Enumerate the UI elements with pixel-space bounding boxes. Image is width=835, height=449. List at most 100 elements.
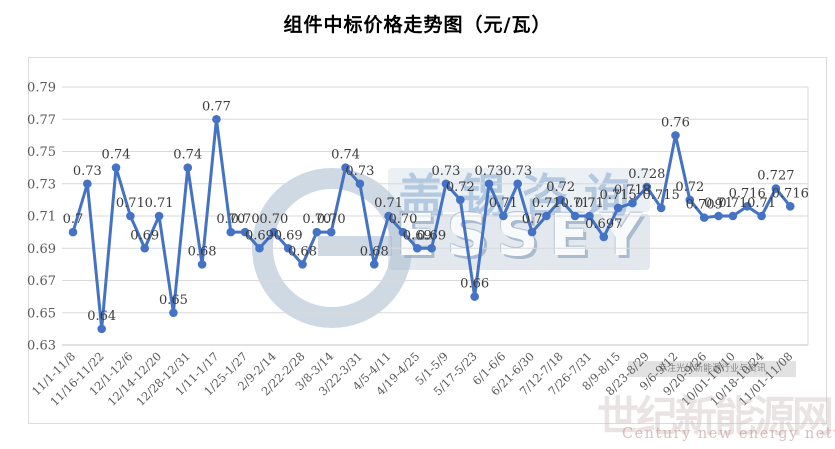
data-label: 0.66 (460, 277, 489, 292)
data-label: 0.71 (145, 196, 174, 211)
data-point (628, 198, 637, 208)
watermark-site-name-en: Century new energy network (622, 426, 835, 442)
y-tick-label: 0.79 (27, 81, 56, 96)
data-point (154, 211, 164, 221)
data-label: 0.69 (130, 228, 159, 243)
y-tick-label: 0.67 (27, 274, 56, 289)
data-label: 0.69 (417, 228, 446, 243)
data-label: 0.716 (772, 186, 809, 201)
data-label: 0.69 (403, 228, 432, 243)
data-point (556, 195, 566, 205)
data-point (68, 227, 78, 237)
data-point (412, 243, 422, 253)
data-point (126, 211, 135, 221)
data-label: 0.72 (446, 180, 475, 195)
data-point (599, 232, 609, 242)
data-label: 0.716 (729, 186, 766, 201)
data-point (298, 260, 307, 269)
data-label: 0.715 (600, 188, 637, 203)
data-point (369, 260, 379, 269)
y-tick-label: 0.77 (27, 113, 56, 128)
data-label: 0.70 (231, 212, 260, 227)
data-label: 0.70 (216, 212, 245, 227)
y-tick-label: 0.65 (27, 306, 56, 321)
data-label: 0.709 (686, 198, 723, 213)
data-label: 0.73 (73, 164, 102, 179)
data-point (685, 195, 695, 205)
data-label: 0.7 (63, 212, 84, 227)
data-point (240, 227, 250, 237)
data-point (456, 195, 465, 205)
y-tick-label: 0.69 (27, 242, 56, 257)
data-label: 0.71 (575, 196, 604, 211)
data-point (671, 131, 680, 140)
data-label: 0.70 (388, 212, 417, 227)
data-point (499, 211, 508, 221)
data-point (283, 243, 293, 253)
data-point (656, 203, 666, 213)
data-point (197, 260, 207, 269)
data-label: 0.69 (245, 228, 274, 243)
data-label: 0.73 (503, 164, 532, 179)
data-point (341, 163, 350, 172)
data-point (398, 227, 408, 237)
data-point (714, 211, 723, 221)
data-label: 0.70 (259, 212, 288, 227)
data-point (585, 211, 594, 221)
data-point (728, 211, 738, 221)
data-point (97, 324, 106, 334)
data-label: 0.697 (585, 217, 622, 232)
watermark-site-name-cn: 世纪新能源网 (597, 392, 834, 441)
data-point (212, 114, 221, 124)
data-label: 0.71 (374, 196, 403, 211)
data-point (255, 243, 264, 253)
data-label: 0.68 (288, 244, 317, 259)
data-point (111, 163, 121, 172)
data-label: 0.715 (643, 188, 680, 203)
data-point (226, 227, 236, 237)
data-point (326, 227, 336, 237)
data-label: 0.64 (87, 309, 116, 324)
data-point (83, 179, 92, 189)
data-point (269, 227, 279, 237)
data-point (312, 227, 322, 237)
y-tick-label: 0.73 (27, 177, 56, 192)
data-label: 0.68 (188, 244, 217, 259)
data-label: 0.7 (522, 212, 543, 227)
data-point (613, 203, 623, 213)
y-tick-label: 0.75 (27, 145, 56, 160)
data-label: 0.71 (718, 196, 747, 211)
y-tick-label: 0.71 (27, 210, 56, 225)
data-point (570, 211, 580, 221)
data-point (384, 211, 393, 221)
data-point (169, 308, 178, 318)
data-point (757, 211, 766, 221)
data-label: 0.69 (274, 228, 303, 243)
data-point (742, 202, 752, 211)
data-point (699, 213, 709, 222)
data-point (427, 243, 436, 253)
data-label: 0.71 (489, 196, 518, 211)
data-label: 0.72 (546, 180, 575, 195)
data-point (542, 211, 551, 221)
data-label: 0.77 (202, 99, 231, 114)
data-label: 0.71 (704, 196, 733, 211)
data-label: 0.74 (102, 148, 131, 163)
chart-frame (28, 57, 827, 424)
data-label: 0.71 (532, 196, 561, 211)
data-point (470, 292, 479, 301)
y-tick-label: 0.63 (27, 339, 56, 354)
data-label: 0.73 (345, 164, 374, 179)
gessey-logo-icon-bar (318, 236, 392, 256)
chart-title: 组件中标价格走势图（元/瓦） (283, 14, 552, 36)
data-label: 0.727 (757, 169, 794, 184)
data-point (785, 202, 795, 211)
data-point (527, 227, 537, 237)
data-point (183, 163, 193, 172)
data-label: 0.73 (431, 164, 460, 179)
data-label: 0.72 (675, 180, 704, 195)
data-label: 0.65 (159, 293, 188, 308)
data-label: 0.71 (116, 196, 145, 211)
